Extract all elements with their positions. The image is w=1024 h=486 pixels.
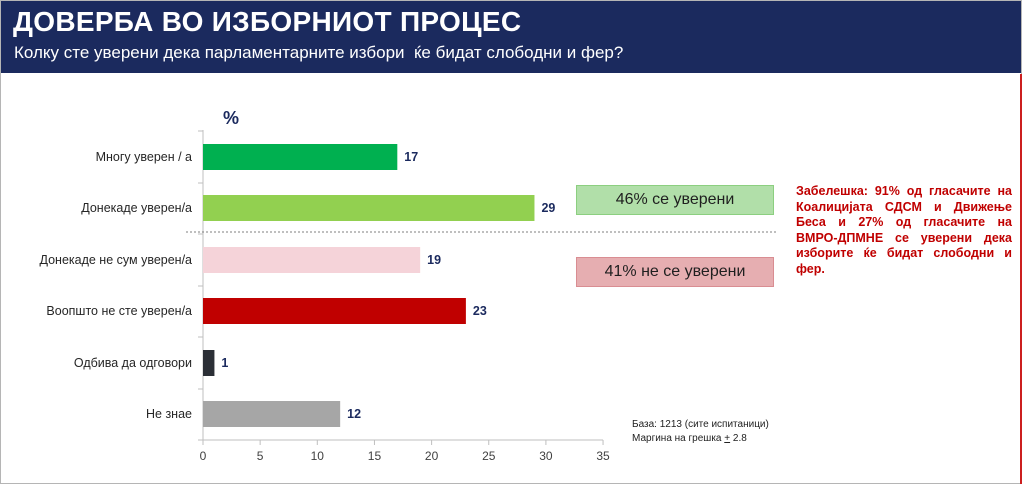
category-label: Донекаде не сум уверен/а [39,253,192,267]
bar [203,247,421,273]
right-accent-line [1020,74,1022,484]
note-text: Забелешка: 91% од гласачите на Коалиција… [796,184,1012,276]
bar [203,298,466,324]
margin-prefix: Маргина на грешка [632,433,725,444]
page-subtitle: Колку сте уверени дека парламентарните и… [14,43,624,62]
x-tick-label: 35 [596,449,610,463]
x-tick-label: 0 [200,449,207,463]
category-label: Воопшто не сте уверен/а [46,304,192,318]
page-title: ДОВЕРБА ВО ИЗБОРНИОТ ПРОЦЕС [13,6,522,37]
bar [203,350,215,376]
category-label: Одбива да одговори [74,356,192,370]
x-tick-label: 25 [482,449,496,463]
base-sample-text: База: 1213 (сите испитаници) [632,419,769,430]
margin-value: 2.8 [730,433,747,444]
value-label: 23 [473,304,487,318]
category-label: Не знае [146,407,192,421]
summary-confident-box: 46% се уверени [576,185,774,215]
value-label: 29 [541,201,555,215]
margin-of-error: Маргина на грешка + 2.8 [632,432,769,446]
bar [203,195,535,221]
value-label: 19 [427,253,441,267]
value-label: 1 [221,356,228,370]
base-info: База: 1213 (сите испитаници) Маргина на … [632,418,769,446]
category-label: Донекаде уверен/а [81,201,192,215]
bar [203,401,341,427]
x-tick-label: 5 [257,449,264,463]
value-label: 17 [404,150,418,164]
header-banner: ДОВЕРБА ВО ИЗБОРНИОТ ПРОЦЕС Колку сте ув… [1,1,1021,73]
plus-minus-symbol: + [724,433,731,444]
bar [203,144,398,170]
x-tick-label: 10 [311,449,325,463]
value-label: 12 [347,407,361,421]
unit-label: % [223,108,239,128]
summary-not-confident-box: 41% не се уверени [576,257,774,287]
category-label: Многу уверен / а [96,150,192,164]
x-tick-label: 15 [368,449,382,463]
x-tick-label: 20 [425,449,439,463]
x-tick-label: 30 [539,449,553,463]
